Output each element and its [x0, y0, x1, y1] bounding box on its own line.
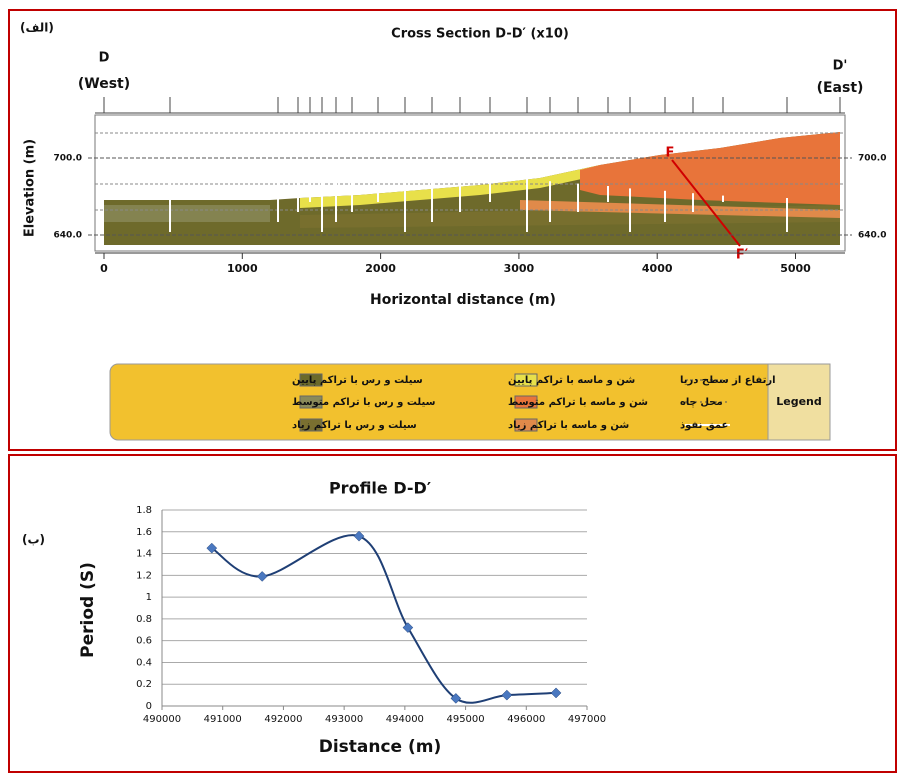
point-marker [402, 622, 414, 633]
legend-label: سیلت و رس با تراکم زیاد [292, 420, 417, 431]
legend-swatch [299, 373, 323, 387]
gravel-high [520, 200, 840, 218]
line-chart: 0 0.2 0.4 0.6 0.8 1 1.2 1.4 1.6 1.8 490000 491000 49… [136, 505, 606, 725]
x-tick-label: 497000 [568, 714, 606, 725]
legend-swatch [299, 395, 323, 409]
x-tick-label: 491000 [204, 714, 242, 725]
y-tick-label: 1.4 [136, 549, 152, 560]
y-tick-label: 1 [146, 592, 152, 603]
y-tick-label: 0.8 [136, 614, 152, 625]
chart-title: Cross Section D-D′ (x10) [391, 27, 569, 42]
legend-title-cell [767, 363, 831, 441]
legend-label: شن و ماسه با تراکم پایین [508, 375, 635, 386]
y-tick-label: 1.6 [136, 527, 152, 538]
x-tick-label: 1000 [227, 262, 258, 275]
y-axis-label: Elevation (m) [23, 139, 38, 237]
point-marker [206, 542, 218, 554]
y-tick-label: 0.4 [136, 657, 152, 668]
fault-line [671, 159, 741, 247]
y-tick-label: 0 [146, 701, 152, 712]
y-tick-label: 0.6 [136, 636, 152, 647]
y-tick-label: 0.2 [136, 679, 152, 690]
wells [103, 97, 841, 232]
x-axis-label: Distance (m) [319, 737, 442, 757]
end-side: (West) [78, 76, 130, 92]
y-tick-label: 700.0 [858, 153, 886, 163]
gravel-medium [580, 132, 840, 205]
end-name: D [99, 51, 110, 66]
y-tick-label: 1.2 [136, 570, 152, 581]
y-tick-label: 640.0 [54, 230, 82, 240]
x-tick-label: 2000 [365, 262, 396, 275]
fault-label: F [666, 146, 675, 161]
panel-frame [8, 9, 897, 451]
point-marker [450, 693, 462, 704]
x-tick-label: 4000 [642, 262, 673, 275]
point-marker [550, 687, 562, 699]
legend: ارتفاع از سطح دریا محل چاه عمق نفوذ شن و ما… [292, 373, 776, 432]
fault-label: F′ [736, 248, 749, 263]
cross-section-axes: 0 1000 2000 3000 4000 5000 640.0 640.0 700.0 700.… [54, 153, 887, 275]
legend-label: محل چاه [680, 397, 723, 408]
panel-label: (الف) [20, 21, 54, 35]
point-marker [501, 689, 513, 701]
x-tick-label: 490000 [143, 714, 181, 725]
y-axis-label: Period (S) [78, 562, 98, 658]
legend-label: شن و ماسه با تراکم زیاد [508, 420, 629, 431]
x-tick-label: 494000 [386, 714, 424, 725]
legend-swatch [299, 418, 323, 432]
legend-swatch [514, 373, 538, 387]
legend-label: سیلت و رس با تراکم پایین [292, 375, 423, 386]
legend-swatch [514, 395, 538, 409]
panel-frame [8, 454, 897, 773]
legend-label: سیلت و رس با تراکم متوسط [292, 397, 436, 408]
point-marker [256, 571, 268, 582]
gravel-low [300, 165, 600, 208]
cross-section-body [94, 112, 846, 252]
y-tick-label: 640.0 [858, 230, 886, 240]
x-tick-label: 5000 [780, 262, 811, 275]
x-tick-label: 492000 [264, 714, 302, 725]
panel-label: (ب) [22, 533, 45, 547]
x-tick-label: 3000 [504, 262, 535, 275]
legend-label: عمق نفوذ [680, 420, 728, 431]
x-tick-label: 496000 [507, 714, 545, 725]
end-side: (East) [817, 80, 864, 96]
silt-medium [104, 205, 270, 222]
legend-label: شن و ماسه با تراکم متوسط [508, 397, 648, 408]
x-axis-label: Horizontal distance (m) [370, 292, 556, 308]
y-tick-label: 1.8 [136, 505, 152, 516]
x-tick-label: 495000 [446, 714, 484, 725]
legend-swatch [514, 418, 538, 432]
legend-label: ارتفاع از سطح دریا [680, 375, 776, 386]
y-tick-label: 700.0 [54, 153, 82, 163]
chart-title: Profile D-D′ [329, 479, 431, 498]
legend-title: Legend [776, 395, 822, 408]
point-marker [353, 530, 365, 542]
x-tick-label: 0 [100, 262, 108, 275]
end-name: D' [833, 59, 848, 74]
x-tick-label: 493000 [325, 714, 363, 725]
